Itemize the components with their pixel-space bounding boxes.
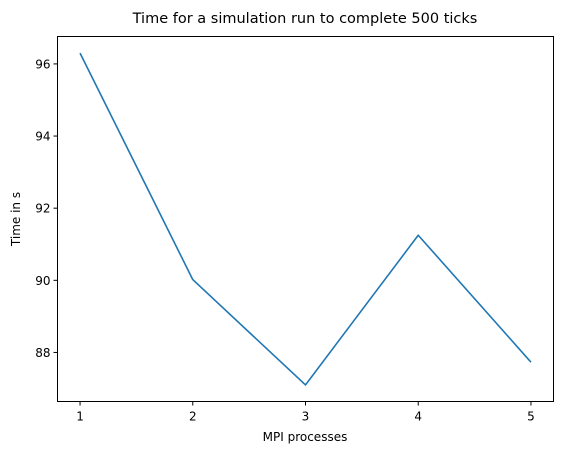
y-tick-label: 88 <box>35 346 50 360</box>
series-group <box>79 52 532 386</box>
y-axis: 88 90 92 94 96 <box>35 57 58 360</box>
chart-title: Time for a simulation run to complete 50… <box>132 11 478 27</box>
y-tick-label: 96 <box>35 57 50 71</box>
series-line <box>79 52 532 386</box>
plot-area <box>57 36 554 402</box>
x-tick-label: 3 <box>302 410 310 424</box>
y-axis-label: Time in s <box>9 192 23 247</box>
y-tick-label: 94 <box>35 130 50 144</box>
x-tick-label: 1 <box>76 410 84 424</box>
x-tick-label: 4 <box>414 410 422 424</box>
y-tick-label: 90 <box>35 274 50 288</box>
x-axis-label: MPI processes <box>263 430 348 444</box>
y-tick-label: 92 <box>35 202 50 216</box>
x-tick-label: 2 <box>189 410 197 424</box>
x-tick-label: 5 <box>527 410 535 424</box>
x-axis: 1 2 3 4 5 <box>76 401 535 424</box>
